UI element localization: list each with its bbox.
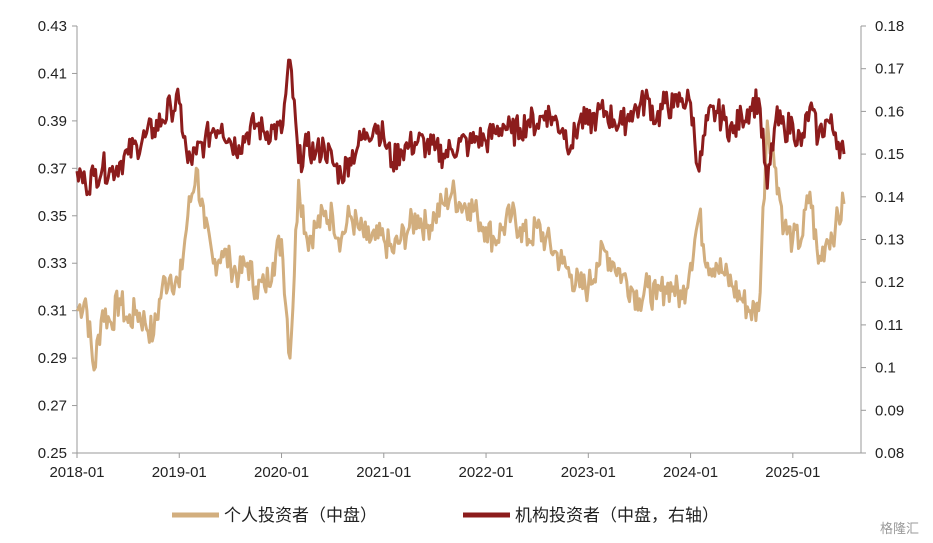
x-tick-label: 2025-01: [765, 464, 820, 481]
y-left-tick-label: 0.41: [38, 65, 67, 82]
legend: 个人投资者（中盘） 机构投资者（中盘，右轴）: [172, 506, 719, 526]
y-right-tick-label: 0.12: [875, 274, 904, 291]
legend-label-2: 机构投资者（中盘，右轴）: [515, 506, 719, 526]
x-tick-label: 2022-01: [459, 464, 514, 481]
y-left-tick-label: 0.37: [38, 160, 67, 177]
y-right-tick-label: 0.13: [875, 232, 904, 249]
series-line-1: [75, 119, 846, 372]
y-left-tick-label: 0.35: [38, 208, 67, 225]
y-right-tick-label: 0.1: [875, 360, 896, 377]
x-tick-label: 2020-01: [254, 464, 309, 481]
axes: 0.25 0.27 0.29 0.31 0.33 0.35 0.37 0.39 0.41 0.43…: [38, 18, 904, 481]
x-tick-label: 2024-01: [663, 464, 718, 481]
y-left-tick-label: 0.25: [38, 445, 67, 462]
x-tick-label: 2023-01: [561, 464, 616, 481]
y-right-tick-label: 0.11: [875, 317, 903, 334]
legend-label-1: 个人投资者（中盘）: [224, 506, 377, 526]
y-right-tick-label: 0.09: [875, 402, 904, 419]
y-right-tick-label: 0.18: [875, 18, 904, 35]
y-right-tick-label: 0.16: [875, 103, 904, 120]
x-tick-label: 2018-01: [49, 464, 104, 481]
y-left-tick-label: 0.39: [38, 113, 67, 130]
y-left-tick-label: 0.43: [38, 18, 67, 35]
y-right-tick-label: 0.14: [875, 189, 904, 206]
y-left-tick-label: 0.31: [38, 303, 67, 320]
watermark: 格隆汇: [879, 522, 919, 537]
y-left-tick-label: 0.27: [38, 398, 67, 415]
series-line-2: [75, 58, 846, 197]
x-tick-label: 2019-01: [152, 464, 207, 481]
y-left-tick-label: 0.33: [38, 255, 67, 272]
x-tick-label: 2021-01: [356, 464, 411, 481]
y-left-tick-label: 0.29: [38, 350, 67, 367]
series-lines: [75, 58, 846, 372]
y-right-tick-label: 0.08: [875, 445, 904, 462]
y-right-tick-label: 0.15: [875, 146, 904, 163]
y-right-tick-label: 0.17: [875, 61, 904, 78]
